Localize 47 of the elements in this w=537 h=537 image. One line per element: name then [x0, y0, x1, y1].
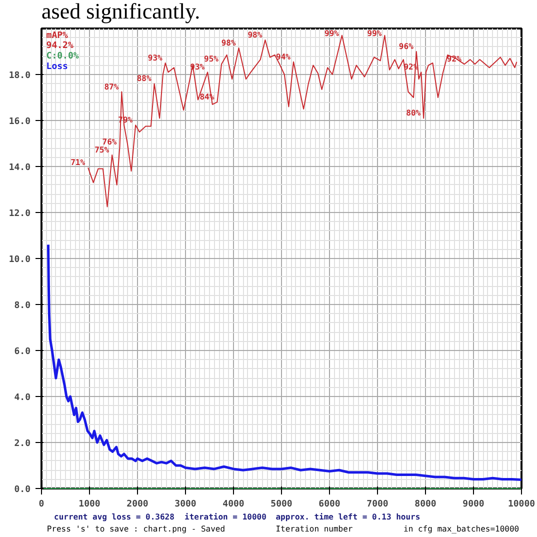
x-tick-label: 3000 [174, 500, 196, 510]
x-tick-label: 8000 [414, 500, 436, 510]
y-tick-label: 16.0 [8, 117, 31, 127]
annotation: 98% [248, 30, 262, 40]
x-tick-label: 1000 [78, 500, 100, 510]
y-tick-label: 6.0 [14, 347, 31, 357]
annotation: 93% [148, 54, 163, 62]
annotation: 76% [102, 137, 117, 146]
x-tick-label: 4000 [222, 500, 244, 510]
annotation: 71% [70, 158, 86, 168]
y-tick-label: 10.0 [8, 255, 31, 265]
text: approx. time left = 0.13 hours [276, 512, 420, 522]
annotation: 98% [221, 38, 236, 48]
y-tick-label: 0.0 [14, 485, 31, 495]
x-tick-label: 10000 [508, 500, 536, 510]
x-tick-label: 5000 [270, 500, 292, 510]
annotation: 95% [204, 54, 219, 64]
y-tick-label: 2.0 [14, 439, 31, 449]
annotation: 96% [398, 42, 414, 51]
text: current avg loss = 0.3628 [54, 512, 175, 522]
annotation: 99% [324, 29, 340, 38]
y-tick-label: 8.0 [14, 301, 31, 311]
annotation: 88% [136, 74, 152, 84]
x-tick-label: 9000 [462, 500, 484, 510]
text: mAP% [46, 30, 69, 41]
annotation: 80% [406, 108, 421, 118]
annotation: 99% [367, 29, 382, 38]
x-tick-label: 6000 [318, 500, 340, 510]
chart-title: ased significantly. [42, 0, 200, 24]
y-tick-label: 12.0 [8, 209, 31, 219]
annotation: 87% [104, 82, 119, 92]
text: Loss [46, 62, 68, 72]
annotation: 94% [276, 52, 291, 62]
x-tick-label: 0 [38, 500, 44, 510]
x-axis-title: Iteration number [276, 524, 353, 534]
y-tick-label: 4.0 [14, 393, 31, 403]
text: in cfg max_batches=10000 [404, 524, 520, 534]
annotation: C:0.0% [46, 52, 80, 62]
y-tick-label: 18.0 [8, 71, 31, 81]
text: Press 's' to save : chart.png - Saved [46, 524, 226, 534]
text: iteration = 10000 [184, 512, 267, 522]
y-tick-label: 14.0 [8, 163, 31, 173]
annotation: 75% [94, 146, 110, 154]
x-tick-label: 7000 [366, 500, 388, 510]
line-series [46, 243, 522, 482]
annotation: 94.2% [46, 41, 74, 52]
x-tick-label: 2000 [126, 500, 148, 510]
